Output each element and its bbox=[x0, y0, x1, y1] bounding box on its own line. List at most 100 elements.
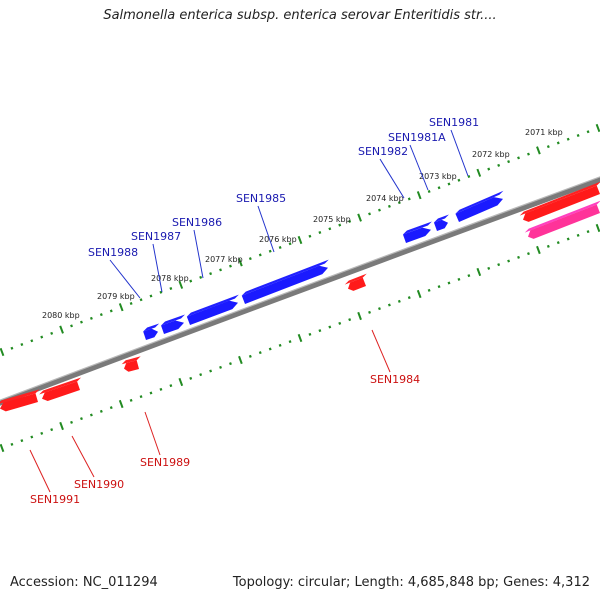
outer-tick-mark bbox=[517, 156, 520, 160]
inner-tick-mark bbox=[20, 439, 24, 443]
outer-tick-mark bbox=[288, 242, 292, 246]
outer-tick-mark bbox=[328, 227, 332, 231]
reverse-gene-block-top bbox=[519, 181, 600, 216]
inner-tick-mark bbox=[178, 377, 184, 387]
outer-tick-mark bbox=[387, 204, 391, 208]
inner-tick-mark bbox=[457, 277, 461, 281]
inner-tick-mark bbox=[89, 413, 93, 417]
outer-tick-mark bbox=[536, 146, 541, 155]
outer-tick-mark bbox=[546, 145, 550, 149]
inner-tick-mark bbox=[0, 443, 5, 453]
reverse-gene-block bbox=[523, 185, 600, 222]
outer-tick-mark bbox=[447, 182, 451, 186]
kbp-label: 2075 kbp bbox=[313, 215, 351, 224]
outer-tick-mark bbox=[149, 294, 153, 298]
inner-tick-mark bbox=[586, 230, 590, 234]
inner-tick-mark bbox=[397, 299, 401, 303]
forward-gene-label: SEN1987 bbox=[131, 230, 181, 243]
inner-tick-mark bbox=[59, 421, 64, 431]
forward-gene-block-top bbox=[455, 190, 504, 214]
outer-tick-mark bbox=[20, 343, 24, 347]
inner-tick-mark bbox=[50, 428, 54, 432]
forward-gene-block-top bbox=[143, 323, 160, 332]
inner-tick-mark bbox=[328, 325, 332, 329]
reverse-gene-label: SEN1989 bbox=[140, 456, 190, 469]
reverse-gene-label: SEN1984 bbox=[370, 373, 420, 386]
reverse-gene-block bbox=[124, 360, 139, 372]
forward-gene-label: SEN1988 bbox=[88, 246, 138, 259]
outer-tick-mark bbox=[467, 175, 471, 179]
inner-tick-mark bbox=[536, 245, 541, 255]
inner-tick-mark bbox=[497, 263, 501, 267]
forward-gene-leader bbox=[152, 243, 163, 293]
outer-tick-mark bbox=[178, 280, 184, 289]
forward-gene-leader bbox=[409, 144, 429, 191]
outer-tick-mark bbox=[0, 347, 5, 357]
inner-tick-mark bbox=[338, 321, 342, 325]
reverse-gene-block-top bbox=[344, 273, 367, 285]
inner-tick-mark bbox=[407, 296, 411, 300]
kbp-label: 2080 kbp bbox=[42, 311, 80, 320]
inner-tick-mark bbox=[109, 406, 113, 410]
inner-tick-mark bbox=[517, 255, 520, 259]
inner-tick-mark bbox=[427, 288, 431, 292]
kbp-label: 2078 kbp bbox=[151, 274, 189, 283]
reverse-gene-block-top bbox=[121, 356, 141, 365]
outer-tick-mark bbox=[586, 130, 590, 134]
forward-gene-block-top bbox=[186, 294, 239, 317]
kbp-label: 2073 kbp bbox=[419, 172, 457, 181]
inner-tick-mark bbox=[595, 223, 600, 233]
outer-tick-mark bbox=[566, 137, 570, 141]
topology-text: Topology: circular; Length: 4,685,848 bp… bbox=[232, 575, 590, 590]
outer-tick-mark bbox=[416, 191, 422, 200]
inner-tick-mark bbox=[546, 244, 550, 248]
reverse-gene-block-top bbox=[0, 389, 40, 404]
forward-gene-label: SEN1985 bbox=[236, 192, 286, 205]
inner-tick-mark bbox=[357, 311, 362, 321]
genome-backbone-highlight bbox=[0, 176, 600, 401]
inner-tick-mark bbox=[467, 274, 471, 278]
rna-gene-block bbox=[528, 204, 600, 239]
outer-tick-mark bbox=[10, 346, 14, 350]
inner-tick-mark bbox=[209, 369, 213, 373]
inner-tick-mark bbox=[199, 373, 203, 377]
outer-tick-mark bbox=[118, 303, 124, 312]
reverse-gene-leader bbox=[144, 411, 161, 456]
outer-tick-mark bbox=[99, 313, 103, 317]
forward-gene-label: SEN1981A bbox=[388, 131, 446, 144]
reverse-gene-label: SEN1990 bbox=[74, 478, 124, 491]
outer-tick-mark bbox=[70, 324, 73, 328]
kbp-label: 2077 kbp bbox=[205, 255, 243, 264]
forward-gene-block-top bbox=[402, 221, 432, 235]
outer-tick-mark bbox=[229, 264, 232, 268]
forward-gene-block bbox=[186, 300, 238, 325]
inner-tick-mark bbox=[169, 384, 173, 388]
outer-tick-mark bbox=[238, 258, 243, 267]
outer-tick-mark bbox=[89, 316, 93, 320]
outer-tick-mark bbox=[595, 123, 600, 133]
kbp-label: 2072 kbp bbox=[472, 150, 510, 159]
outer-tick-mark bbox=[338, 223, 342, 227]
outer-tick-mark bbox=[487, 167, 491, 171]
reverse-gene-block bbox=[348, 277, 366, 291]
inner-tick-mark bbox=[40, 431, 44, 435]
reverse-gene-leader bbox=[371, 329, 391, 373]
outer-tick-mark bbox=[368, 212, 371, 216]
outer-tick-mark bbox=[219, 268, 222, 272]
outer-tick-mark bbox=[129, 301, 133, 305]
inner-tick-mark bbox=[189, 376, 193, 380]
reverse-gene-block bbox=[42, 381, 80, 402]
forward-gene-block bbox=[241, 265, 328, 304]
outer-tick-mark bbox=[109, 309, 113, 313]
forward-gene-block-top bbox=[161, 314, 186, 326]
forward-gene-block bbox=[143, 328, 158, 340]
forward-gene-leader bbox=[193, 229, 204, 279]
inner-tick-mark bbox=[149, 391, 153, 395]
inner-tick-mark bbox=[507, 259, 511, 263]
inner-tick-mark bbox=[99, 409, 103, 413]
inner-tick-mark bbox=[566, 237, 570, 241]
inner-tick-mark bbox=[368, 310, 371, 314]
inner-tick-mark bbox=[576, 233, 580, 237]
inner-tick-mark bbox=[556, 241, 560, 245]
outer-tick-mark bbox=[40, 335, 44, 339]
